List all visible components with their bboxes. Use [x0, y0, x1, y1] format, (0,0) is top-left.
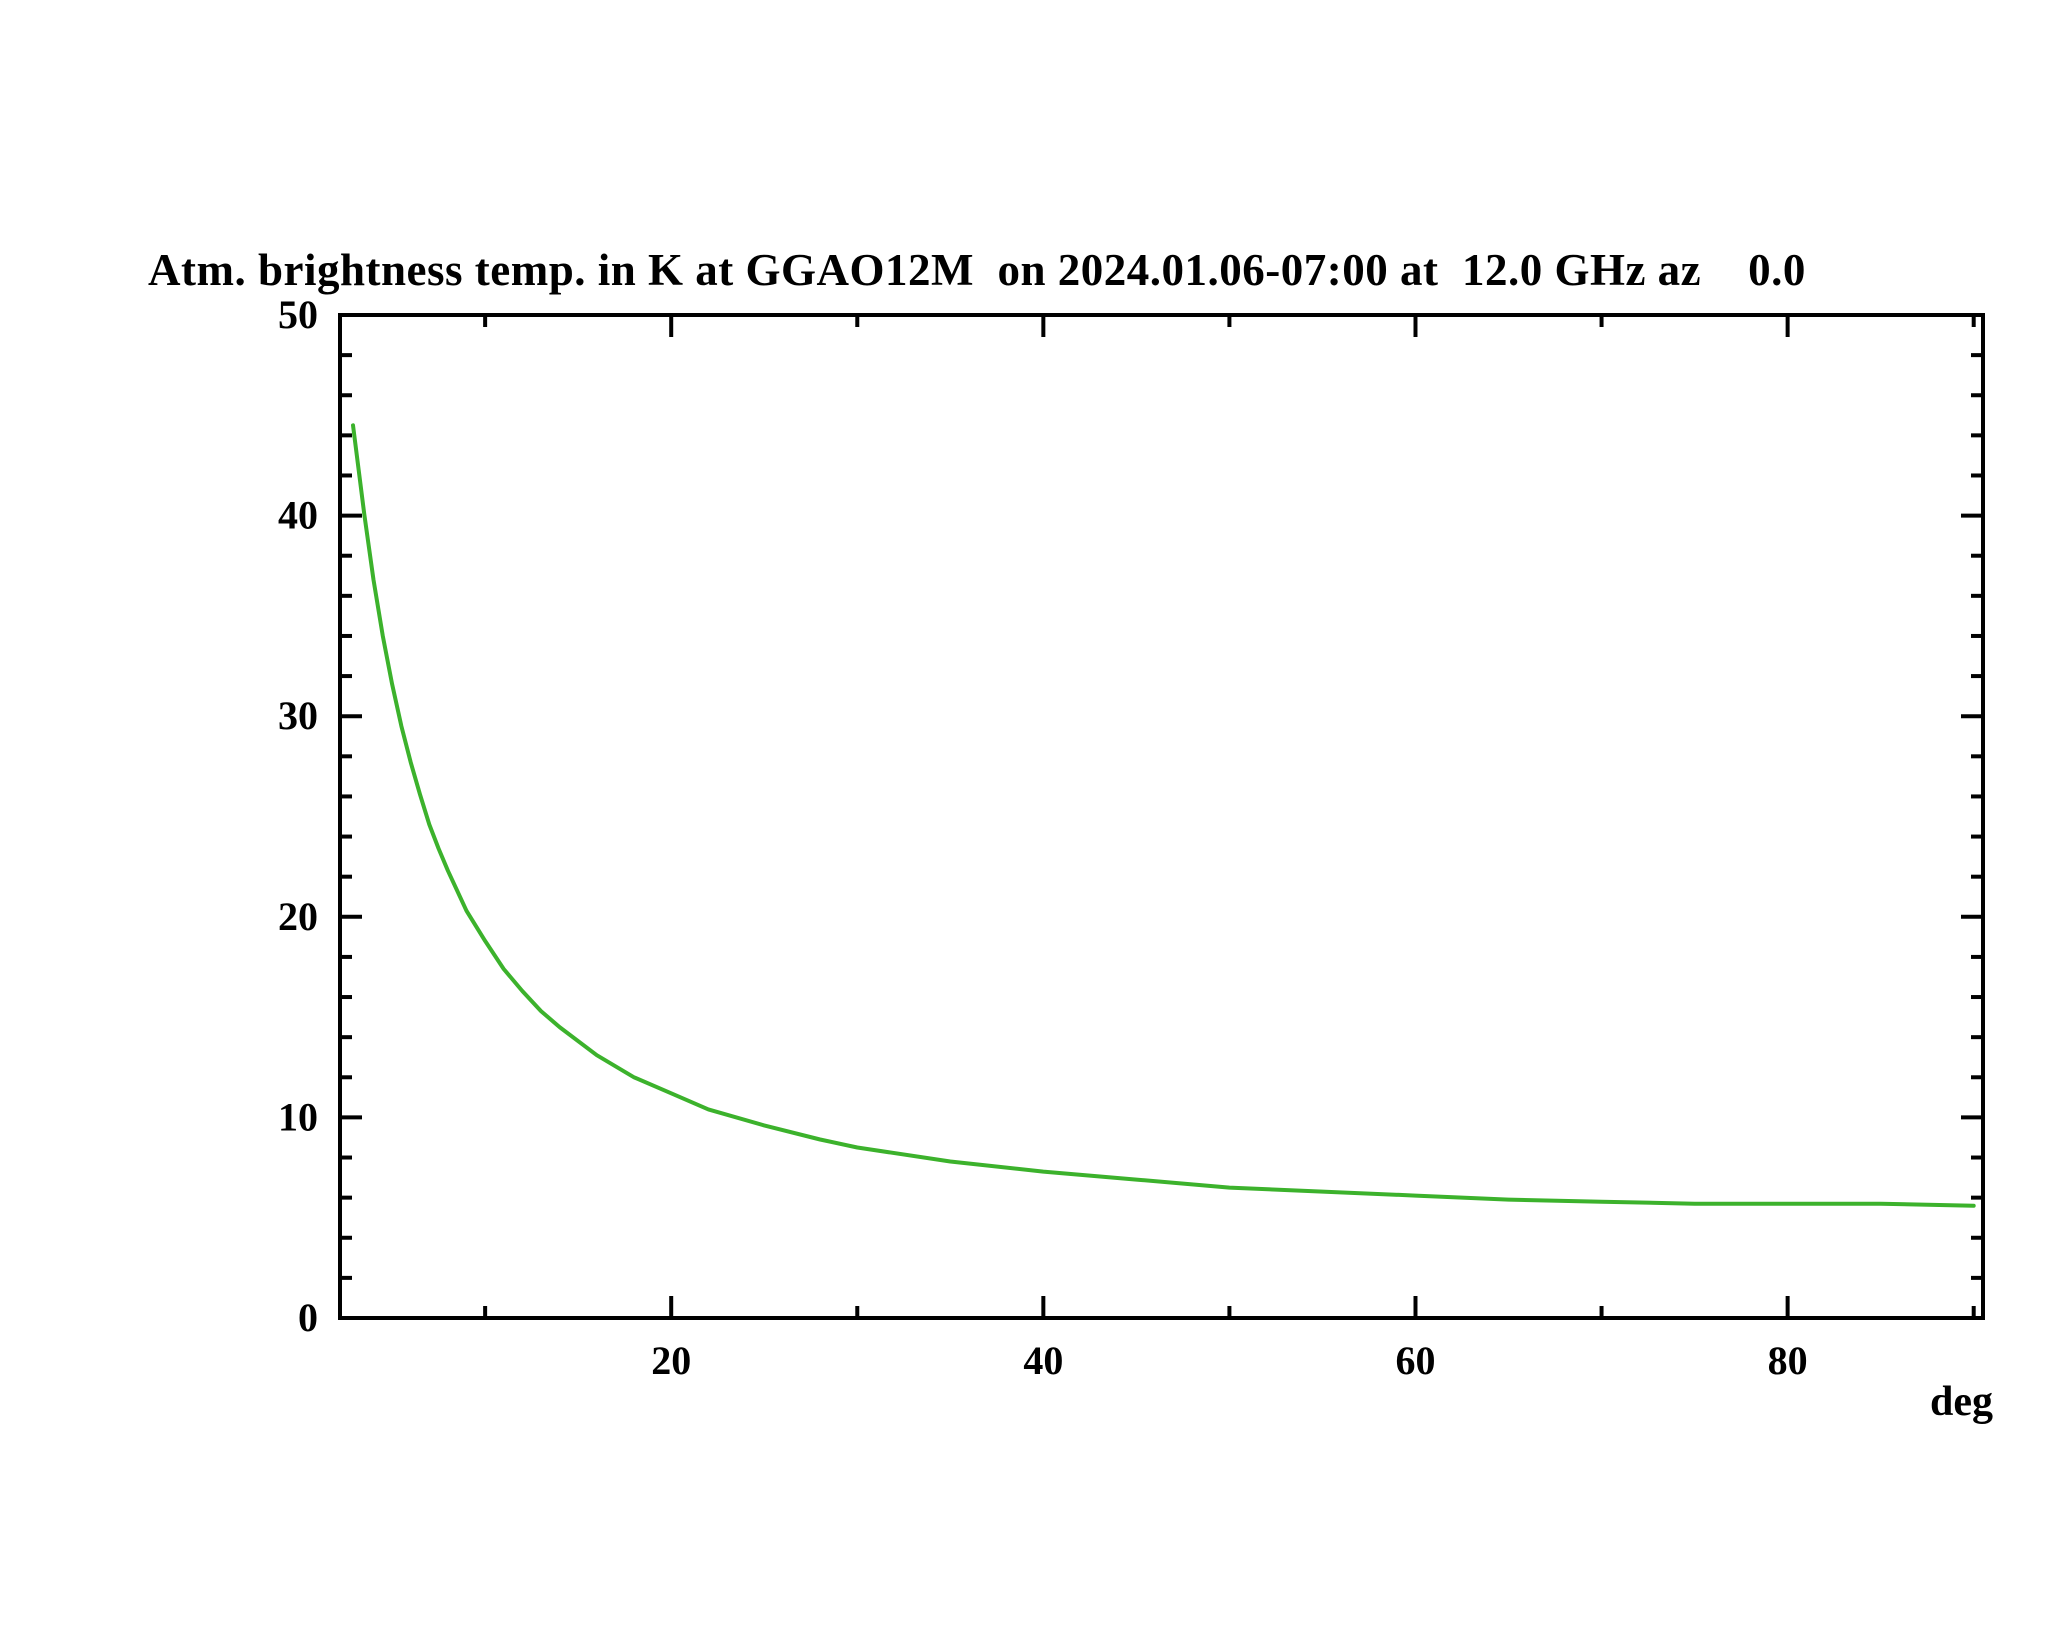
- x-axis-unit-label: deg: [1930, 1379, 1993, 1425]
- temperature-curve: [351, 423, 1976, 1208]
- y-tick-label: 20: [278, 894, 318, 939]
- x-tick-label: 80: [1768, 1338, 1808, 1383]
- x-tick-label: 40: [1023, 1338, 1063, 1383]
- y-tick-label: 30: [278, 693, 318, 738]
- y-tick-label: 10: [278, 1094, 318, 1139]
- x-tick-label: 60: [1395, 1338, 1435, 1383]
- x-tick-label: 20: [651, 1338, 691, 1383]
- y-tick-label: 40: [278, 493, 318, 538]
- plot-frame: [338, 313, 1985, 1320]
- y-tick-label: 0: [298, 1295, 318, 1340]
- chart-title: Atm. brightness temp. in K at GGAO12M on…: [148, 245, 1806, 295]
- y-tick-label: 50: [278, 292, 318, 337]
